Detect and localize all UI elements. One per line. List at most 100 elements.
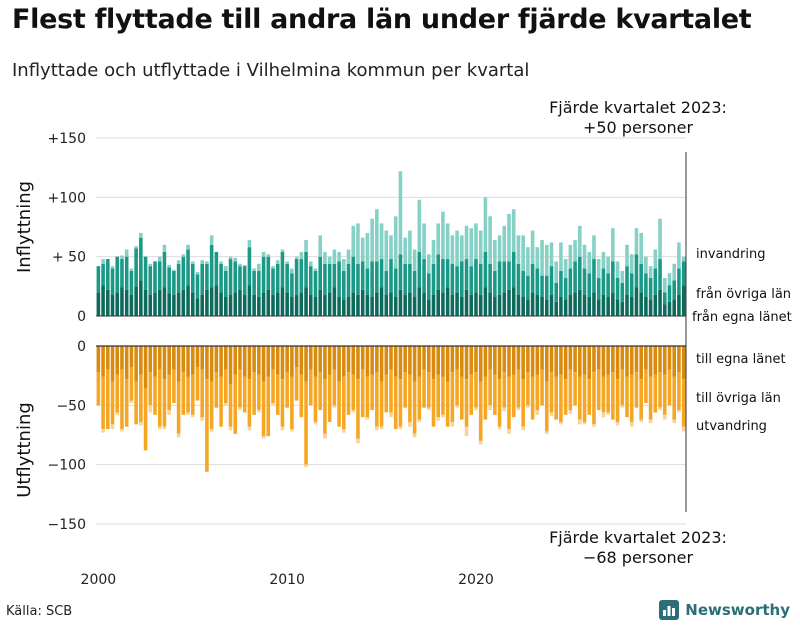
bar-inflyttning	[398, 171, 403, 255]
bar-inflyttning	[318, 235, 322, 257]
bar-utflyttning	[592, 372, 596, 425]
bar-utflyttning	[488, 369, 492, 406]
bar-inflyttning	[441, 211, 445, 260]
bar-inflyttning	[337, 297, 341, 316]
bar-utflyttning	[436, 374, 440, 418]
bar-inflyttning	[139, 232, 143, 238]
bar-inflyttning	[516, 235, 521, 264]
bar-inflyttning	[323, 294, 327, 316]
bar-utflyttning	[280, 379, 285, 427]
bar-inflyttning	[469, 294, 474, 316]
bar-inflyttning	[478, 294, 483, 316]
bar-utflyttning	[214, 372, 219, 408]
bar-utflyttning	[148, 405, 153, 413]
bar-inflyttning	[332, 249, 337, 264]
bar-utflyttning	[238, 346, 242, 370]
bar-inflyttning	[511, 209, 516, 252]
bar-inflyttning	[257, 297, 261, 316]
bar-utflyttning	[464, 379, 469, 427]
bar-inflyttning	[530, 292, 535, 316]
bar-inflyttning	[304, 287, 308, 316]
series-label-invandring: invandring	[696, 247, 765, 262]
bar-utflyttning	[431, 379, 436, 427]
bar-inflyttning	[412, 297, 417, 316]
bar-inflyttning	[106, 259, 110, 290]
bar-inflyttning	[389, 292, 393, 316]
bar-utflyttning	[658, 372, 662, 408]
bar-inflyttning	[611, 292, 615, 316]
bar-utflyttning	[502, 372, 507, 408]
bar-utflyttning	[516, 346, 521, 370]
bar-utflyttning	[143, 346, 148, 389]
bar-inflyttning	[308, 294, 313, 316]
bar-utflyttning	[592, 424, 596, 427]
bar-utflyttning	[238, 407, 242, 411]
bar-utflyttning	[521, 346, 525, 380]
bar-inflyttning	[200, 294, 204, 316]
bar-utflyttning	[271, 346, 275, 370]
bar-utflyttning	[323, 346, 327, 380]
bar-utflyttning	[247, 346, 252, 380]
bar-inflyttning	[408, 292, 412, 316]
bar-inflyttning	[285, 263, 289, 293]
bar-inflyttning	[275, 292, 280, 316]
bar-utflyttning	[507, 376, 511, 430]
bar-inflyttning	[653, 268, 658, 295]
bar-inflyttning	[266, 254, 271, 257]
bar-inflyttning	[261, 256, 266, 293]
bar-inflyttning	[181, 289, 186, 316]
bar-utflyttning	[101, 346, 105, 377]
bar-utflyttning	[530, 376, 535, 420]
bar-utflyttning	[356, 438, 360, 444]
bar-utflyttning	[351, 346, 356, 375]
bar-utflyttning	[365, 346, 370, 377]
bar-inflyttning	[375, 292, 379, 316]
bar-inflyttning	[507, 213, 511, 262]
bar-utflyttning	[346, 372, 351, 415]
bar-inflyttning	[611, 261, 615, 293]
bar-inflyttning	[653, 294, 658, 316]
bar-utflyttning	[327, 346, 332, 375]
bar-inflyttning	[422, 292, 426, 316]
bar-inflyttning	[181, 254, 186, 257]
bar-utflyttning	[601, 412, 606, 418]
bar-inflyttning	[393, 216, 398, 269]
bar-inflyttning	[351, 225, 356, 257]
bar-inflyttning	[115, 256, 120, 293]
bar-inflyttning	[134, 286, 138, 316]
bar-inflyttning	[535, 247, 540, 269]
bar-utflyttning	[615, 421, 620, 426]
bar-inflyttning	[351, 256, 356, 293]
bar-utflyttning	[304, 346, 308, 382]
bar-inflyttning	[294, 294, 299, 316]
bar-utflyttning	[148, 346, 153, 373]
bar-inflyttning	[219, 263, 223, 293]
bar-utflyttning	[681, 346, 686, 380]
bar-inflyttning	[219, 261, 223, 264]
bar-inflyttning	[167, 293, 171, 316]
bar-inflyttning	[275, 260, 280, 264]
bar-utflyttning	[200, 346, 204, 370]
bar-inflyttning	[535, 294, 540, 316]
bar-utflyttning	[327, 374, 332, 422]
bar-utflyttning	[304, 464, 308, 468]
bar-utflyttning	[346, 346, 351, 373]
bar-utflyttning	[549, 372, 554, 413]
bar-utflyttning	[134, 381, 138, 425]
bar-inflyttning	[153, 292, 157, 316]
bar-inflyttning	[351, 292, 356, 316]
bar-inflyttning	[110, 268, 115, 295]
bar-inflyttning	[242, 266, 247, 295]
bar-utflyttning	[233, 374, 238, 434]
bar-utflyttning	[469, 374, 474, 415]
bar-utflyttning	[375, 346, 379, 373]
bar-utflyttning	[554, 376, 558, 420]
bar-inflyttning	[186, 249, 190, 286]
bar-utflyttning	[398, 426, 403, 430]
bar-utflyttning	[634, 372, 639, 408]
bar-utflyttning	[205, 379, 209, 472]
bar-utflyttning	[611, 372, 615, 420]
bar-utflyttning	[436, 417, 440, 421]
bar-inflyttning	[464, 259, 469, 290]
bar-inflyttning	[450, 235, 455, 264]
